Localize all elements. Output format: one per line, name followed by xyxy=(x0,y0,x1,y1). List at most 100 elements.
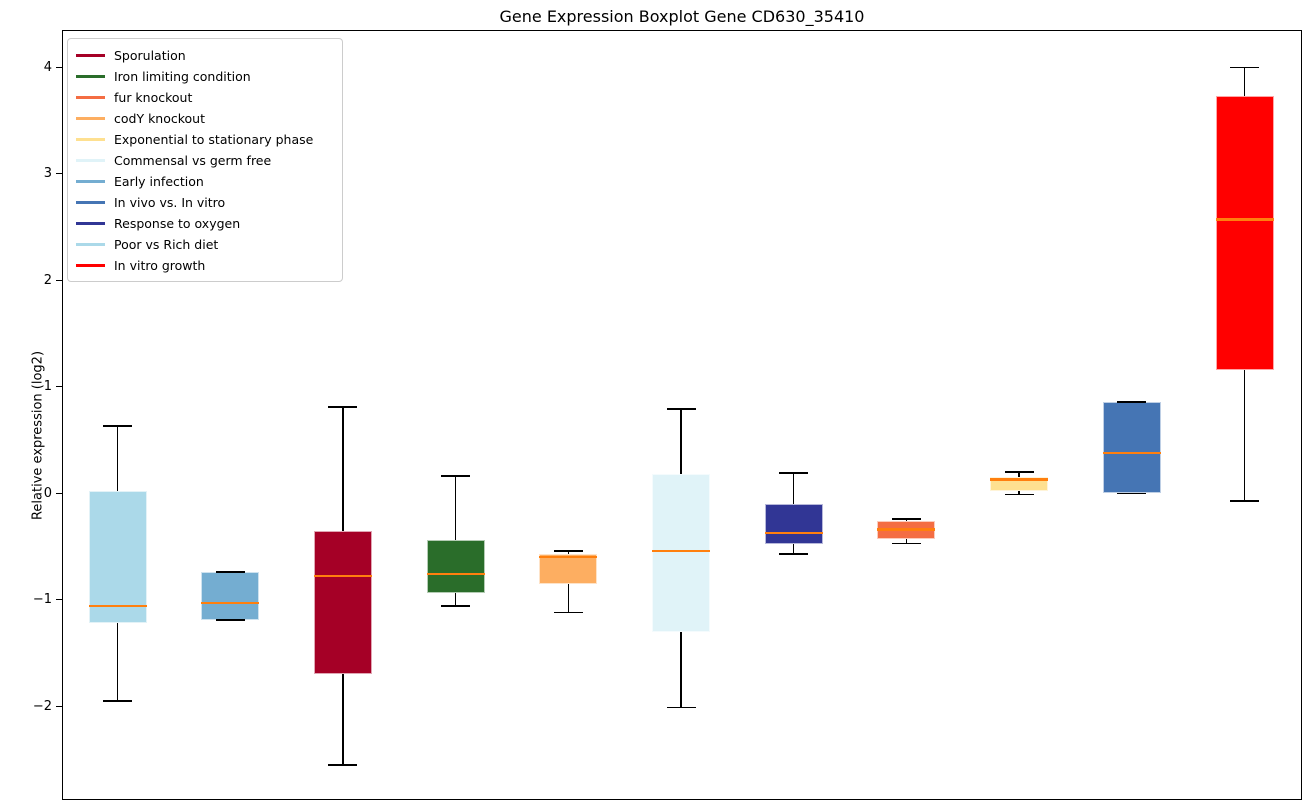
median-line xyxy=(426,573,485,576)
legend-item: Early infection xyxy=(76,171,334,192)
legend-label: In vivo vs. In vitro xyxy=(114,195,226,210)
legend-item: Exponential to stationary phase xyxy=(76,129,334,150)
median-line xyxy=(877,528,936,531)
whisker-line xyxy=(1018,491,1020,495)
box xyxy=(426,540,485,594)
y-tick-mark xyxy=(56,173,62,175)
whisker-cap xyxy=(1004,471,1034,473)
whisker-cap xyxy=(779,553,809,555)
legend-label: Iron limiting condition xyxy=(114,69,251,84)
y-tick-mark xyxy=(56,66,62,68)
box xyxy=(313,530,372,675)
whisker-cap xyxy=(779,472,809,474)
box xyxy=(652,474,710,632)
median-line xyxy=(1102,451,1161,454)
whisker-cap xyxy=(891,542,921,545)
whisker-line xyxy=(567,583,570,613)
box xyxy=(201,572,260,621)
legend-swatch xyxy=(76,243,105,246)
legend-label: Early infection xyxy=(114,174,204,189)
whisker-cap xyxy=(666,706,696,709)
legend-item: codY knockout xyxy=(76,108,334,129)
legend-label: In vitro growth xyxy=(114,258,206,273)
median-line xyxy=(539,556,598,559)
box xyxy=(88,491,147,624)
whisker-line xyxy=(1243,369,1246,501)
whisker-cap xyxy=(891,518,921,520)
legend-swatch xyxy=(76,138,105,141)
whisker-line xyxy=(116,623,119,701)
legend-item: fur knockout xyxy=(76,87,334,108)
legend-label: Response to oxygen xyxy=(114,216,241,231)
legend-swatch xyxy=(76,180,105,183)
whisker-line xyxy=(680,631,682,708)
legend-item: Sporulation xyxy=(76,45,334,66)
legend-item: Iron limiting condition xyxy=(76,66,334,87)
whisker-cap xyxy=(103,700,132,702)
y-tick-label: 4 xyxy=(43,59,52,75)
legend-swatch xyxy=(76,201,105,204)
whisker-cap xyxy=(1117,492,1147,495)
box xyxy=(764,503,823,545)
legend: Sporulation Iron limiting condition fur kn… xyxy=(67,38,343,282)
legend-swatch xyxy=(76,222,105,225)
legend-item: In vivo vs. In vitro xyxy=(76,192,334,213)
legend-swatch xyxy=(76,264,105,267)
whisker-line xyxy=(905,539,908,544)
y-tick-mark xyxy=(56,599,62,601)
legend-label: codY knockout xyxy=(114,111,206,126)
whisker-line xyxy=(454,593,457,607)
whisker-line xyxy=(567,550,570,554)
whisker-cap xyxy=(553,550,583,552)
y-tick-label: −2 xyxy=(32,698,52,714)
whisker-cap xyxy=(441,475,471,478)
whisker-cap xyxy=(328,406,358,408)
median-line xyxy=(313,575,372,578)
legend-swatch xyxy=(76,96,105,99)
median-line xyxy=(1215,218,1274,221)
chart-title: Gene Expression Boxplot Gene CD630_35410 xyxy=(499,7,865,26)
whisker-line xyxy=(792,544,795,554)
whisker-line xyxy=(342,407,344,531)
whisker-cap xyxy=(103,425,132,427)
median-line xyxy=(88,605,147,608)
legend-swatch xyxy=(76,117,105,120)
median-line xyxy=(201,601,260,605)
whisker-cap xyxy=(1004,493,1034,496)
whisker-cap xyxy=(553,611,583,614)
whisker-cap xyxy=(215,571,245,573)
median-line xyxy=(990,478,1049,481)
legend-swatch xyxy=(76,159,105,162)
whisker-line xyxy=(342,674,344,765)
legend-label: Exponential to stationary phase xyxy=(114,132,314,147)
whisker-line xyxy=(680,409,682,475)
box xyxy=(1215,96,1274,370)
y-axis-label: Relative expression (log2) xyxy=(30,350,46,521)
y-tick-label: 1 xyxy=(43,379,52,395)
box xyxy=(1102,401,1161,494)
legend-label: Sporulation xyxy=(114,48,186,63)
y-tick-label: −1 xyxy=(32,592,52,608)
legend-label: Poor vs Rich diet xyxy=(114,237,219,252)
legend-swatch xyxy=(76,75,105,78)
whisker-line xyxy=(905,518,908,521)
legend-item: In vitro growth xyxy=(76,255,334,276)
whisker-line xyxy=(792,473,795,504)
legend-label: Commensal vs germ free xyxy=(114,153,272,168)
y-tick-label: 0 xyxy=(43,485,52,501)
whisker-line xyxy=(454,476,457,541)
box xyxy=(539,554,598,584)
whisker-cap xyxy=(441,605,471,607)
whisker-cap xyxy=(215,619,245,621)
box xyxy=(990,477,1049,492)
legend-item: Response to oxygen xyxy=(76,213,334,234)
y-tick-mark xyxy=(56,492,62,494)
y-tick-mark xyxy=(56,705,62,707)
whisker-cap xyxy=(1230,66,1259,69)
y-tick-mark xyxy=(56,279,62,281)
legend-item: Commensal vs germ free xyxy=(76,150,334,171)
median-line xyxy=(764,531,823,534)
whisker-cap xyxy=(666,408,696,410)
median-line xyxy=(652,549,710,552)
